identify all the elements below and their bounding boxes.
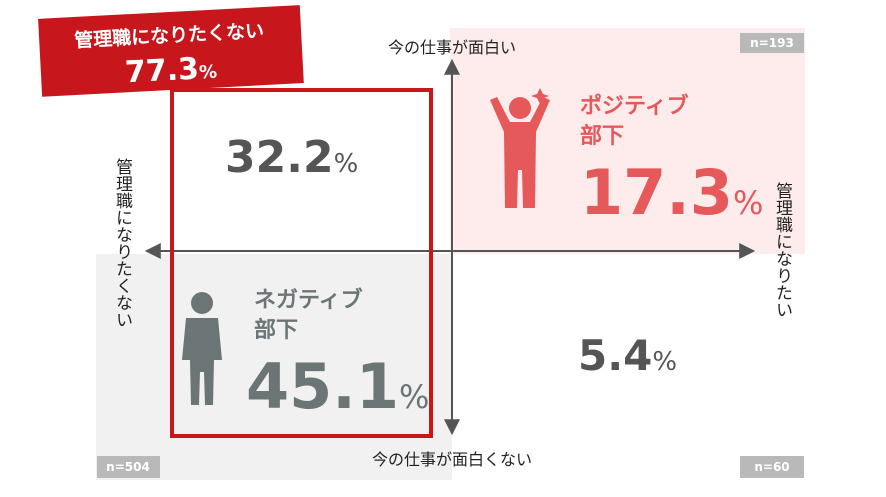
quadrant-label: 部下 — [580, 123, 624, 149]
banner: 管理職になりたくない 77.3% — [38, 5, 304, 97]
unit: % — [399, 378, 429, 416]
sample-size: n=504 — [106, 460, 150, 474]
positive-icon — [490, 88, 550, 208]
negative-icon — [182, 292, 222, 405]
axis-label-left: 管理職になりたくない — [112, 158, 133, 328]
highlight-box — [170, 88, 433, 438]
quadrant-label: 部下 — [254, 317, 298, 343]
unit: % — [733, 184, 763, 222]
unit: % — [334, 149, 359, 179]
sample-size: n=193 — [750, 36, 794, 50]
sample-tag — [97, 456, 160, 478]
quadrant-label: ネガティブ — [254, 287, 363, 313]
quadrant-value: 45.1% — [246, 350, 429, 423]
sample-tag — [740, 33, 804, 53]
quadrant-label: ポジティブ — [580, 93, 689, 119]
unit: % — [199, 62, 218, 84]
banner-value: 77.3% — [124, 51, 218, 91]
axis-label-bottom: 今の仕事が面白くない — [372, 450, 532, 469]
quadrant-value: 32.2% — [225, 132, 358, 183]
sample-size: n=60 — [754, 460, 789, 474]
quadrant-value: 17.3% — [580, 156, 763, 229]
quadrant-value: 5.4% — [578, 331, 677, 380]
value: 17.3 — [580, 156, 733, 229]
unit: % — [652, 347, 677, 377]
sample-tag — [740, 456, 804, 478]
value: 5.4 — [578, 331, 652, 380]
value: 77.3 — [124, 52, 200, 91]
negative-area — [96, 254, 452, 480]
axis-label-right: 管理職になりたい — [772, 182, 793, 318]
axis-label-top: 今の仕事が面白い — [388, 38, 516, 57]
value: 32.2 — [225, 132, 334, 183]
banner-bg — [38, 5, 304, 97]
value: 45.1 — [246, 350, 399, 423]
